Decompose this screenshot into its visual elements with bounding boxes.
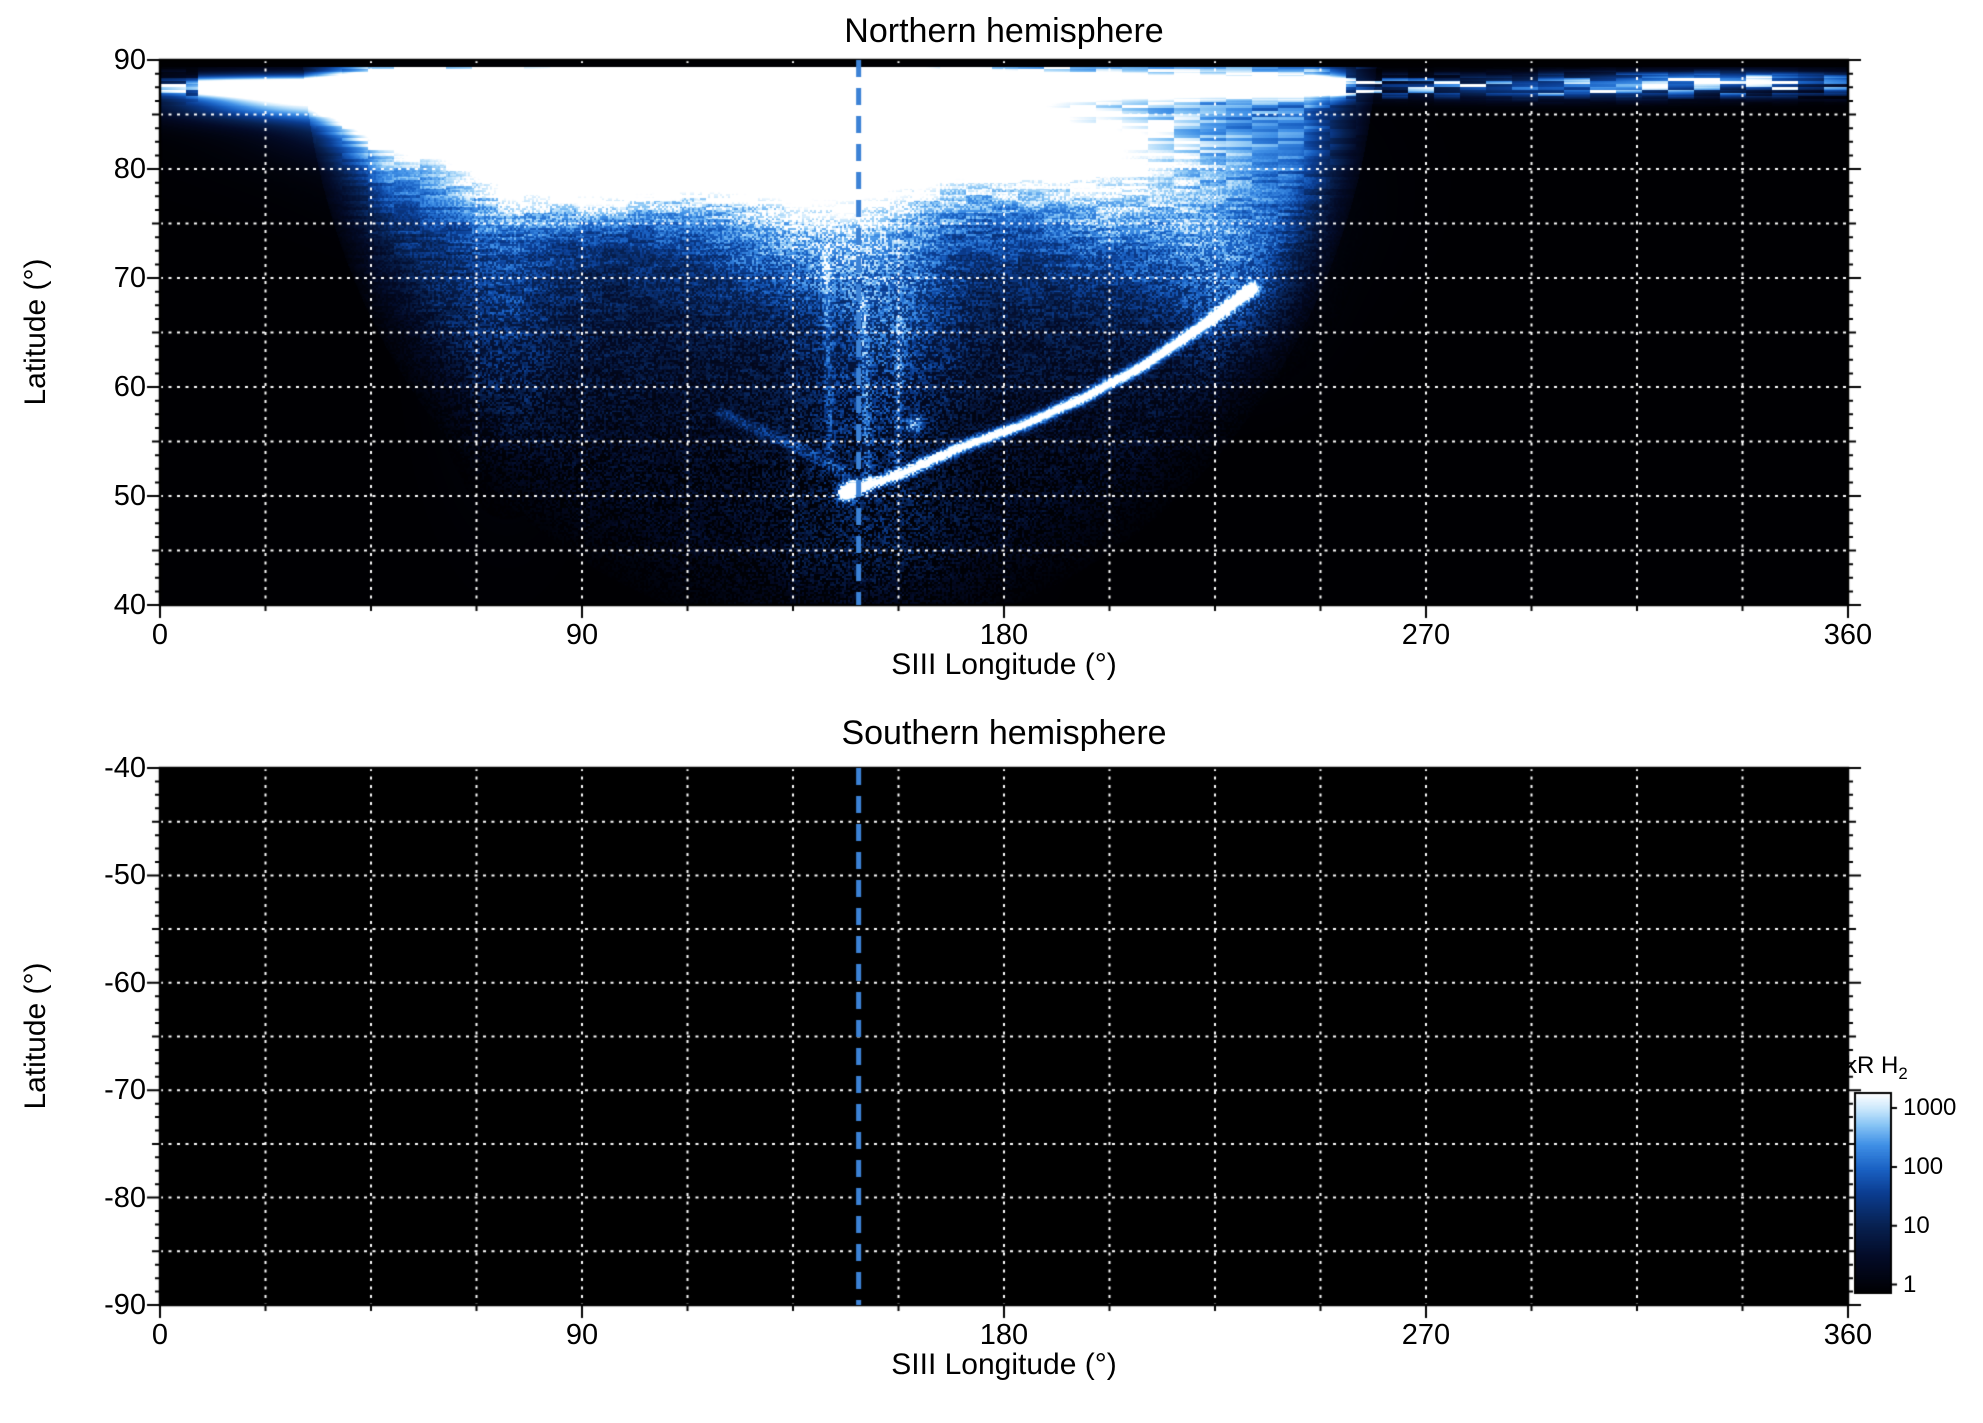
- y-tick-label: -60: [104, 966, 146, 999]
- south-x-axis-label: SIII Longitude (°): [891, 1348, 1117, 1381]
- x-tick-label: 270: [1401, 1319, 1451, 1351]
- south-y-axis-label: Latitude (°): [19, 962, 52, 1110]
- y-tick-label: -40: [104, 752, 146, 784]
- y-tick-label: 60: [113, 371, 146, 403]
- colorbar-title-subscript: 2: [1898, 1063, 1908, 1083]
- y-tick-label: 80: [113, 153, 146, 185]
- y-tick-label: -90: [104, 1289, 146, 1321]
- north-y-axis-label: Latitude (°): [19, 258, 52, 406]
- y-tick-label: -80: [104, 1181, 146, 1214]
- colorbar-tick-label: 10: [1903, 1211, 1930, 1239]
- colorbar-title-text: kR H: [1845, 1052, 1899, 1079]
- x-tick-label: 180: [979, 619, 1029, 651]
- x-tick-label: 90: [565, 1319, 599, 1351]
- x-tick-label: 0: [151, 619, 169, 651]
- south-panel-title: Southern hemisphere: [841, 714, 1167, 752]
- x-tick-label: 360: [1823, 619, 1873, 651]
- north-x-axis-label: SIII Longitude (°): [891, 648, 1117, 681]
- x-tick-label: 180: [979, 1319, 1029, 1351]
- colorbar-tick-label: 1000: [1903, 1094, 1957, 1122]
- y-tick-label: 40: [113, 589, 146, 621]
- y-tick-label: 70: [113, 262, 146, 294]
- x-tick-label: 270: [1401, 619, 1451, 651]
- x-tick-label: 90: [565, 619, 599, 651]
- north-panel-title: Northern hemisphere: [844, 12, 1164, 50]
- x-tick-label: 360: [1823, 1319, 1873, 1351]
- y-tick-label: 90: [113, 44, 146, 76]
- colorbar-tick-label: 1: [1903, 1270, 1917, 1298]
- colorbar-title: kR H2: [1845, 1052, 1908, 1084]
- x-tick-label: 0: [151, 1319, 169, 1351]
- y-tick-label: -50: [104, 859, 146, 892]
- y-tick-label: 50: [113, 480, 146, 512]
- colorbar-tick-label: 100: [1903, 1152, 1944, 1180]
- y-tick-label: -70: [104, 1074, 146, 1107]
